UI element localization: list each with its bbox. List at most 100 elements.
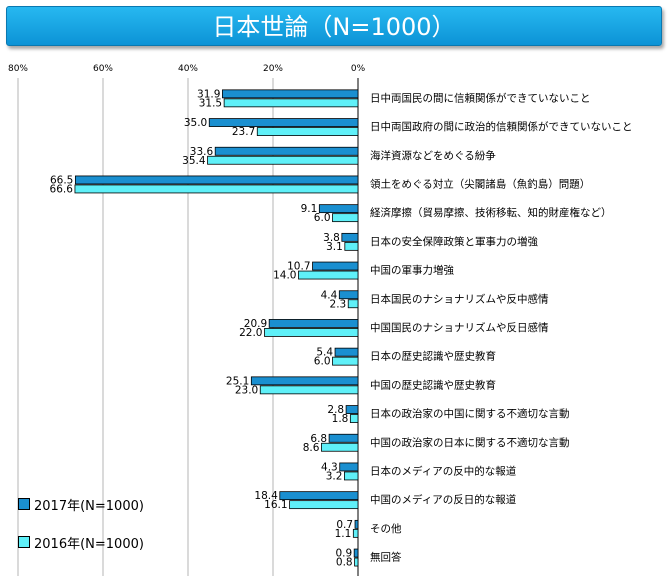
bar-2017 <box>328 433 359 443</box>
x-tick-label: 20% <box>263 64 283 74</box>
bar-2017 <box>268 319 359 328</box>
bar-2016 <box>264 328 359 337</box>
data-label-2017: 3.8 <box>323 232 340 244</box>
category-label: 中国の軍事力増強 <box>370 264 454 277</box>
data-label-2016: 1.1 <box>335 528 352 540</box>
category-label: 日本の安全保障政策と軍事力の増強 <box>370 235 538 248</box>
category-label: 日本国民のナショナリズムや反中感情 <box>370 292 549 305</box>
bar-2017 <box>334 347 359 357</box>
bar-2016 <box>259 385 359 395</box>
bar-2016 <box>321 442 359 452</box>
data-label-2017: 20.9 <box>244 318 267 330</box>
data-label-2016: 0.8 <box>336 557 353 569</box>
data-label-2016: 2.3 <box>330 298 347 310</box>
data-label-2017: 9.1 <box>301 203 318 215</box>
category-label: 日本の歴史認識や歴史教育 <box>370 350 496 363</box>
bar-2017 <box>312 261 359 271</box>
category-label: その他 <box>370 522 402 535</box>
data-label-2016: 23.7 <box>232 126 255 138</box>
data-label-2017: 10.7 <box>287 261 310 273</box>
x-tick-label: 40% <box>178 64 198 74</box>
data-label-2016: 8.6 <box>303 442 320 454</box>
data-label-2017: 2.8 <box>327 404 344 416</box>
data-label-2017: 18.4 <box>254 490 278 502</box>
x-tick-label: 0% <box>351 64 366 74</box>
bar-2016 <box>352 528 359 538</box>
bar-2017 <box>74 175 359 185</box>
bar-2017 <box>279 491 359 501</box>
bar-2016 <box>74 184 359 194</box>
category-label: 中国の歴史認識や歴史教育 <box>370 378 496 391</box>
legend-label-2017: 2017年(N=1000) <box>34 498 144 514</box>
data-label-2017: 31.9 <box>197 88 220 100</box>
bar-2016 <box>256 127 359 136</box>
legend: 2017年(N=1000) 2016年(N=1000) <box>18 494 144 570</box>
data-label-2017: 0.7 <box>336 519 353 531</box>
category-label: 領土をめぐる対立（尖閣諸島（魚釣島）問題） <box>370 177 590 190</box>
bar-2017 <box>345 405 359 414</box>
data-label-2016: 3.2 <box>326 470 343 482</box>
data-label-2016: 35.4 <box>182 155 206 167</box>
data-label-2016: 22.0 <box>239 327 262 339</box>
category-label: 中国のメディアの反日的な報道 <box>370 493 517 506</box>
data-label-2016: 6.0 <box>314 212 331 224</box>
bar-2016 <box>207 155 359 165</box>
legend-item-2017: 2017年(N=1000) <box>18 494 144 514</box>
data-label-2016: 66.6 <box>50 183 74 195</box>
title-banner: 日本世論（N=1000） <box>6 6 662 46</box>
data-label-2017: 4.4 <box>321 289 338 301</box>
bar-2016 <box>343 471 359 481</box>
data-label-2017: 25.1 <box>226 375 249 387</box>
data-label-2017: 4.3 <box>321 461 338 473</box>
category-label: 経済摩擦（貿易摩擦、技術移転、知的財産権など） <box>370 206 612 219</box>
bar-2016 <box>298 270 359 280</box>
data-label-2016: 31.5 <box>199 97 222 109</box>
bar-2017 <box>208 118 359 127</box>
legend-swatch-2017 <box>18 498 30 510</box>
data-label-2017: 33.6 <box>190 146 214 158</box>
category-label: 無回答 <box>370 551 402 564</box>
data-label-2016: 6.0 <box>314 356 331 368</box>
bar-2017 <box>250 376 359 386</box>
data-label-2017: 0.9 <box>335 548 352 560</box>
category-label: 日中両国民の間に信頼関係ができていないこと <box>370 91 591 104</box>
x-tick-label: 80% <box>8 64 28 74</box>
data-label-2017: 35.0 <box>184 117 207 129</box>
bar-2017 <box>341 232 359 242</box>
category-label: 日本のメディアの反中的な報道 <box>370 464 517 477</box>
data-label-2016: 1.8 <box>332 413 349 425</box>
x-tick-label: 60% <box>93 64 113 74</box>
category-label: 日中両国政府の間に政治的信頼関係ができていないこと <box>370 120 633 133</box>
bar-2016 <box>332 213 359 223</box>
data-label-2017: 6.8 <box>310 433 327 445</box>
category-label: 中国国民のナショナリズムや反日感情 <box>370 321 549 334</box>
bar-2016 <box>344 241 359 251</box>
data-label-2017: 5.4 <box>316 347 333 359</box>
bar-2016 <box>223 98 359 108</box>
bar-2016 <box>289 500 359 510</box>
bar-2017 <box>214 146 359 156</box>
bar-2017 <box>353 548 359 558</box>
legend-label-2016: 2016年(N=1000) <box>34 536 144 552</box>
bar-2017 <box>222 89 359 99</box>
bar-2017 <box>338 290 359 300</box>
data-label-2016: 16.1 <box>264 499 287 511</box>
data-label-2016: 14.0 <box>273 270 296 282</box>
data-label-2016: 3.1 <box>326 241 343 253</box>
bar-2017 <box>354 519 359 529</box>
category-label: 中国の政治家の日本に関する不適切な言動 <box>370 436 570 449</box>
category-label: 日本の政治家の中国に関する不適切な言動 <box>370 407 570 420</box>
bar-2016 <box>354 557 359 567</box>
category-label: 海洋資源などをめぐる紛争 <box>370 149 496 162</box>
chart-title: 日本世論（N=1000） <box>212 13 456 41</box>
data-label-2017: 66.5 <box>50 174 73 186</box>
bar-2017 <box>318 204 359 214</box>
data-label-2016: 23.0 <box>235 384 258 396</box>
bar-2016 <box>347 299 359 309</box>
legend-item-2016: 2016年(N=1000) <box>18 532 144 552</box>
bar-2017 <box>339 462 359 472</box>
bar-2016 <box>349 414 359 423</box>
bar-2016 <box>332 356 359 366</box>
legend-swatch-2016 <box>18 536 30 548</box>
